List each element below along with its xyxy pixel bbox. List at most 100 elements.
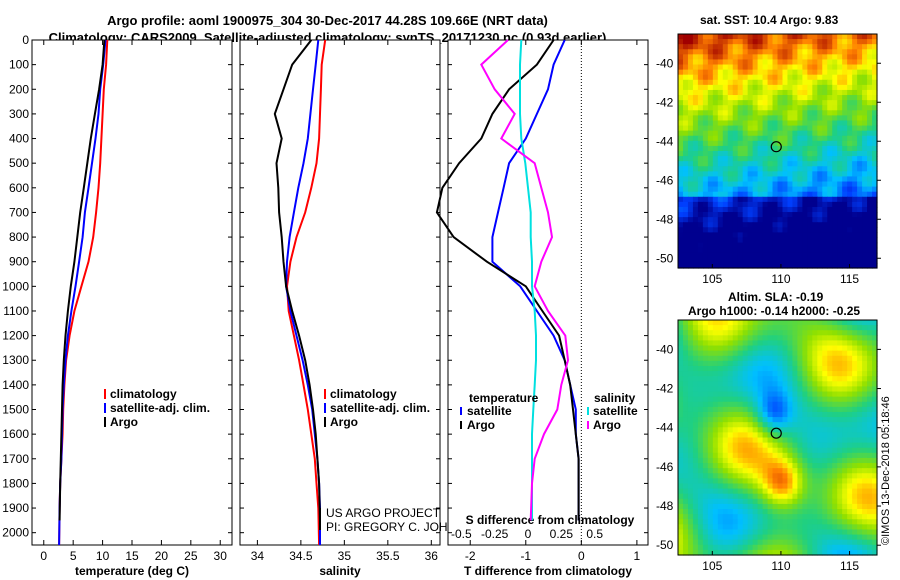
map-cell (747, 417, 754, 423)
map-cell (807, 120, 813, 127)
map-cell (767, 247, 774, 254)
map-cell (832, 391, 838, 398)
map-cell (702, 79, 709, 86)
map-cell (862, 74, 868, 81)
map-cell (762, 242, 769, 249)
map-cell (837, 201, 843, 208)
map-cell (678, 340, 684, 347)
map-cell (747, 100, 754, 106)
map-cell (682, 386, 689, 393)
map-cell (692, 509, 699, 515)
map-cell (807, 217, 813, 223)
map-cell (737, 524, 744, 531)
map-cell (702, 509, 709, 515)
map-cell (702, 232, 709, 239)
map-cell (837, 422, 843, 428)
map-cell (772, 447, 779, 454)
map-cell (832, 514, 838, 520)
map-cell (792, 161, 798, 167)
map-cell (792, 411, 798, 418)
map-cell (757, 145, 764, 152)
map-cell (787, 227, 794, 233)
map-cell (722, 371, 729, 377)
map-cell (827, 252, 833, 259)
map-cell (787, 539, 794, 546)
map-cell (817, 473, 823, 479)
map-cell (742, 432, 749, 439)
map-cell (837, 473, 843, 479)
map-cell (847, 325, 853, 331)
map-cell (707, 350, 714, 357)
map-cell (752, 156, 759, 162)
map-cell (782, 549, 789, 556)
map-cell (767, 355, 774, 362)
map-cell (712, 493, 719, 500)
map-cell (752, 262, 759, 269)
map-cell (772, 227, 779, 233)
map-cell (702, 396, 709, 403)
map-cell (827, 503, 833, 510)
map-cell (687, 427, 694, 433)
map-cell (727, 34, 734, 40)
map-cell (747, 130, 754, 137)
map-cell (697, 59, 704, 66)
map-cell (732, 549, 739, 556)
map-cell (807, 54, 813, 61)
map-cell (762, 232, 769, 239)
map-cell (737, 330, 744, 336)
map-cell (692, 166, 699, 172)
map-cell (678, 262, 684, 269)
map-cell (687, 89, 694, 96)
map-cell (777, 227, 784, 233)
map-cell (807, 534, 813, 541)
map-cell (687, 463, 694, 469)
map-cell (772, 463, 779, 469)
map-cell (777, 529, 784, 536)
map-cell (697, 442, 704, 449)
map-cell (697, 89, 704, 96)
map-cell (777, 125, 784, 132)
map-cell (812, 360, 818, 367)
map-cell (827, 64, 833, 71)
map-cell (852, 151, 858, 157)
map-cell (792, 151, 798, 157)
map-cell (857, 524, 863, 531)
map-cell (832, 201, 838, 208)
map-cell (722, 406, 729, 413)
map-cell (727, 217, 734, 223)
map-cell (847, 34, 853, 40)
map-cell (812, 74, 818, 81)
map-cell (737, 84, 744, 91)
map-cell (692, 89, 699, 96)
legend-temp-satellite: satellite (467, 404, 512, 418)
map-cell (717, 381, 724, 388)
map-cell (797, 422, 803, 428)
map-cell (727, 212, 734, 218)
map-cell (752, 166, 759, 172)
map-cell (697, 252, 704, 259)
map-cell (862, 145, 868, 152)
map-cell (727, 89, 734, 96)
map-cell (767, 115, 774, 122)
x-tick-label-temperature: 30 (214, 549, 228, 563)
map-cell (697, 151, 704, 157)
map-cell (767, 166, 774, 172)
map-cell (782, 422, 789, 428)
map-cell (787, 130, 794, 137)
map-cell (682, 320, 689, 326)
map-cell (842, 49, 848, 55)
map-cell (757, 34, 764, 40)
map-cell (862, 49, 868, 55)
map-cell (742, 320, 749, 326)
map-cell (742, 89, 749, 96)
map-cell (722, 166, 729, 172)
map-cell (837, 509, 843, 515)
map-cell (862, 105, 868, 111)
map-cell (757, 437, 764, 444)
map-cell (712, 151, 719, 157)
map-cell (857, 151, 863, 157)
map-cell (732, 503, 739, 510)
map-cell (837, 64, 843, 71)
depth-tick-label: 800 (9, 230, 29, 244)
map-cell (767, 105, 774, 111)
